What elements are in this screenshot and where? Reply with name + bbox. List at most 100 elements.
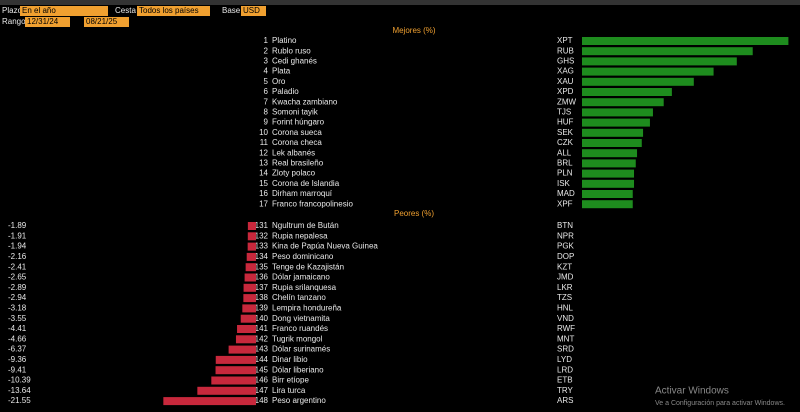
currency-name: Franco ruandés [272, 324, 328, 333]
currency-code: BRL [557, 159, 573, 168]
end-field[interactable] [84, 17, 129, 27]
bar [228, 345, 256, 354]
rank: 6 [264, 87, 269, 96]
bar [582, 179, 635, 188]
rank: 11 [260, 138, 269, 147]
currency-name: Oro [272, 77, 286, 86]
bar [246, 252, 256, 261]
rank: 14 [259, 169, 268, 178]
currency-code: VND [557, 314, 574, 323]
plazo-label: Plazo [2, 6, 23, 15]
currency-code: KZT [557, 262, 572, 271]
currency-code: TZS [557, 293, 572, 302]
rank: 10 [259, 128, 268, 137]
currency-code: ALL [557, 148, 572, 157]
value-label: -9.41 [8, 365, 27, 374]
rank: 17 [259, 199, 268, 208]
currency-code: XAG [557, 67, 574, 76]
value-label: -2.94 [8, 293, 27, 302]
currency-name: Lek albanés [272, 148, 315, 157]
cesta-field[interactable] [137, 6, 210, 16]
currency-code: CZK [557, 138, 574, 147]
base-value: USD [243, 6, 260, 15]
watermark-title: Activar Windows [655, 386, 729, 397]
bar [247, 222, 256, 230]
value-label: -13.64 [8, 386, 31, 395]
end-date: 08/21/25 [86, 17, 118, 26]
currency-code: PGK [557, 242, 575, 251]
currency-name: Dong vietnamita [272, 314, 330, 323]
bar [243, 294, 256, 303]
currency-code: BTN [557, 221, 573, 230]
rank: 141 [255, 324, 269, 333]
currency-name: Kina de Papúa Nueva Guinea [272, 242, 378, 251]
currency-code: XPF [557, 199, 573, 208]
currency-code: XPD [557, 87, 574, 96]
currency-code: LKR [557, 283, 573, 292]
currency-code: XPT [557, 36, 573, 45]
value-label: -4.41 [8, 324, 27, 333]
currency-name: Peso dominicano [272, 252, 334, 261]
currency-name: Tenge de Kazajistán [272, 262, 344, 271]
cesta-label: Cesta [115, 6, 136, 15]
bar [582, 169, 635, 178]
bar [215, 366, 256, 375]
rank: 2 [264, 46, 269, 55]
bar [582, 88, 672, 96]
watermark-text: Ve a Configuración para activar Windows. [655, 400, 785, 407]
rank: 7 [264, 97, 269, 106]
currency-name: Ngultrum de Bután [272, 221, 339, 230]
value-label: -1.89 [8, 221, 27, 230]
currency-name: Dólar surinamés [272, 345, 330, 354]
bar [235, 335, 256, 344]
rank: 12 [259, 148, 268, 157]
plazo-field[interactable] [20, 6, 108, 16]
currency-name: Kwacha zambiano [272, 97, 338, 106]
rank: 146 [255, 376, 269, 385]
currency-name: Real brasileño [272, 159, 324, 168]
currency-code: LYD [557, 355, 572, 364]
currency-name: Corona sueca [272, 128, 322, 137]
bar [211, 376, 256, 385]
currency-name: Chelín tanzano [272, 293, 326, 302]
base-field[interactable] [241, 6, 266, 16]
currency-name: Rublo ruso [272, 46, 311, 55]
bar [582, 67, 714, 76]
bar [247, 242, 256, 251]
currency-name: Plata [272, 67, 291, 76]
currency-code: RUB [557, 46, 574, 55]
currency-name: Somoni tayik [272, 108, 319, 117]
bar [163, 397, 256, 406]
currency-code: XAU [557, 77, 574, 86]
currency-code: ARS [557, 396, 573, 405]
currency-name: Forint húngaro [272, 118, 325, 127]
value-label: -2.41 [8, 262, 27, 271]
currency-name: Dinar libio [272, 355, 308, 364]
rank: 16 [259, 189, 268, 198]
rank: 4 [264, 67, 269, 76]
currency-code: JMD [557, 273, 574, 282]
currency-name: Paladio [272, 87, 299, 96]
value-label: -2.65 [8, 273, 27, 282]
rank: 136 [255, 273, 269, 282]
currency-name: Rupia srilanquesa [272, 283, 337, 292]
currency-code: DOP [557, 252, 574, 261]
currency-code: ETB [557, 376, 573, 385]
best-title: Mejores (%) [392, 26, 435, 35]
currency-name: Dólar liberiano [272, 365, 324, 374]
currency-code: HNL [557, 304, 574, 313]
value-label: -3.55 [8, 314, 27, 323]
rank: 9 [264, 118, 269, 127]
bar [582, 108, 653, 117]
currency-name: Dólar jamaicano [272, 273, 330, 282]
bar [243, 283, 256, 292]
value-label: -2.89 [8, 283, 27, 292]
currency-name: Tugrik mongol [272, 334, 323, 343]
title-strip [0, 0, 800, 5]
rank: 139 [255, 304, 269, 313]
bar [240, 314, 256, 323]
start-field[interactable] [25, 17, 70, 27]
currency-name: Corona de Islandia [272, 179, 340, 188]
bar [242, 304, 256, 313]
value-label: -1.94 [8, 242, 27, 251]
